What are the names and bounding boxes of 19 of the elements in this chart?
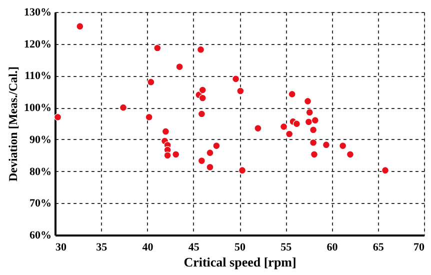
y-tick-label: 110% [24,70,52,82]
y-tick-label: 90% [30,134,52,146]
y-tick-label: 60% [30,230,52,242]
y-axis-title: Deviation [Meas./Cal.] [6,66,20,182]
x-tick-label: 30 [56,242,67,254]
y-tick-label: 70% [30,198,52,210]
x-tick-label: 35 [96,242,108,254]
y-tick-label: 80% [30,166,52,178]
x-tick-label: 50 [234,242,246,254]
y-tick-label: 100% [24,102,52,114]
x-tick-label: 60 [326,242,338,254]
x-tick-label: 55 [280,242,292,254]
y-tick-label: 120% [24,38,52,50]
x-tick-label: 45 [188,242,200,254]
x-tick-label: 65 [372,242,384,254]
y-tick-label: 130% [24,6,52,18]
x-tick-label: 40 [142,242,154,254]
x-tick-label: 70 [414,242,425,254]
x-axis-title: Critical speed [rpm] [184,254,296,270]
